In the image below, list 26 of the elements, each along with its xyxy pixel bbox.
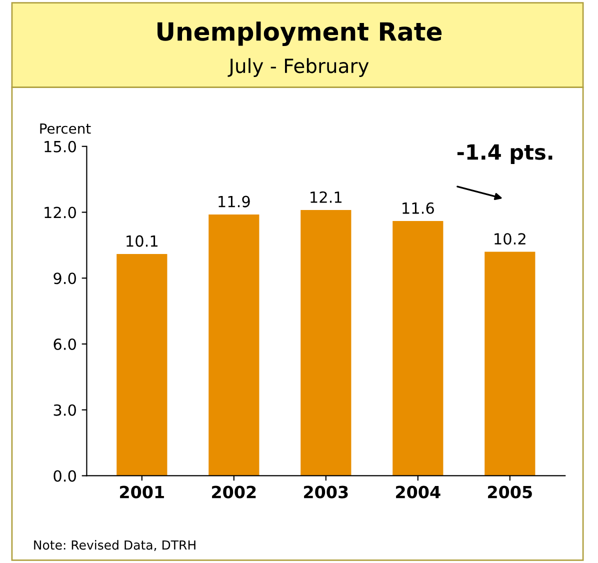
y-tick-label: 3.0 — [54, 404, 76, 416]
bar — [208, 214, 260, 476]
data-label: 10.2 — [494, 233, 526, 245]
y-tick-label: 6.0 — [54, 338, 76, 350]
annotation: -1.4 pts. — [457, 144, 552, 164]
data-label: 11.9 — [218, 196, 250, 208]
y-tick-label: 15.0 — [44, 140, 76, 152]
x-tick-label: 2003 — [304, 486, 348, 498]
chart-subtitle: July - February — [228, 58, 369, 77]
x-tick-label: 2001 — [120, 486, 164, 498]
x-tick-label: 2005 — [488, 486, 532, 498]
bar — [392, 221, 444, 476]
x-tick-label: 2002 — [212, 486, 256, 498]
y-tick-label: 9.0 — [54, 272, 76, 284]
bar — [116, 254, 168, 476]
data-label: 10.1 — [126, 235, 158, 247]
data-label: 11.6 — [402, 202, 434, 214]
data-label: 12.1 — [310, 191, 342, 203]
y-tick-label: 12.0 — [44, 206, 76, 218]
y-tick-label: 0.0 — [54, 470, 76, 482]
bar — [484, 252, 536, 476]
bar — [300, 210, 352, 476]
chart-title: Unemployment Rate — [158, 22, 442, 46]
y-axis-title: Percent — [40, 123, 91, 134]
text: Note: Revised Data, DTRH — [34, 540, 196, 552]
x-tick-label: 2004 — [396, 486, 440, 498]
